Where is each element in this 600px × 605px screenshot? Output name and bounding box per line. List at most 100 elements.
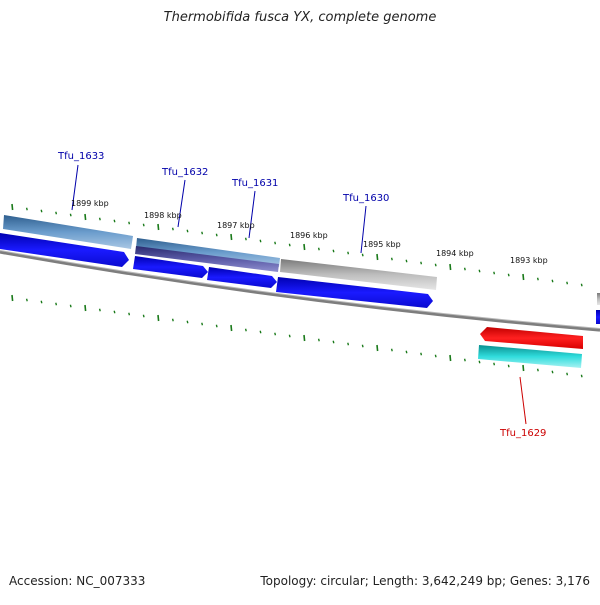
gene-label-tfu1633[interactable]: Tfu_1633 — [57, 151, 104, 162]
minor-tick — [493, 362, 496, 366]
minor-tick — [566, 372, 569, 376]
minor-tick — [478, 360, 481, 364]
minor-tick — [317, 338, 320, 342]
minor-tick — [580, 283, 583, 287]
minor-tick — [215, 233, 218, 237]
minor-tick — [551, 279, 554, 283]
major-tick — [11, 203, 14, 211]
scale-label: 1898 kbp — [144, 211, 182, 220]
minor-tick — [186, 229, 189, 233]
major-tick — [303, 243, 306, 251]
minor-tick — [40, 209, 43, 213]
feature-block-gray-right[interactable] — [597, 293, 600, 305]
cds-arrow-tfu1631[interactable] — [207, 267, 277, 288]
minor-tick — [55, 302, 58, 306]
accession-text: Accession: NC_007333 — [9, 574, 146, 588]
major-tick — [230, 233, 233, 241]
genome-summary-text: Topology: circular; Length: 3,642,249 bp… — [260, 574, 590, 588]
minor-tick — [463, 358, 466, 362]
minor-tick — [128, 312, 131, 316]
minor-tick — [288, 334, 291, 338]
major-tick — [84, 213, 87, 221]
minor-tick — [142, 223, 145, 227]
feature-block-steel[interactable] — [3, 215, 133, 249]
minor-tick — [171, 227, 174, 231]
minor-tick — [551, 370, 554, 374]
major-tick — [157, 223, 160, 231]
minor-tick — [536, 368, 539, 372]
minor-tick — [259, 239, 262, 243]
minor-tick — [113, 219, 116, 223]
minor-tick — [244, 328, 247, 332]
major-tick — [84, 304, 87, 312]
minor-tick — [25, 207, 28, 211]
minor-tick — [113, 310, 116, 314]
minor-tick — [128, 221, 131, 225]
genome-backbone — [0, 250, 600, 332]
minor-tick — [580, 374, 583, 378]
gene-label-tfu1629[interactable]: Tfu_1629 — [499, 428, 546, 439]
scale-label: 1897 kbp — [217, 221, 255, 230]
minor-tick — [332, 249, 335, 253]
minor-tick — [98, 217, 101, 221]
minor-tick — [40, 300, 43, 304]
minor-tick — [347, 342, 350, 346]
major-tick — [449, 263, 452, 271]
minor-tick — [186, 320, 189, 324]
minor-tick — [361, 344, 364, 348]
minor-tick — [390, 348, 393, 352]
cds-arrow-right-edge[interactable] — [596, 310, 600, 324]
minor-tick — [390, 257, 393, 261]
scale-label: 1895 kbp — [363, 240, 401, 249]
cds-arrow-tfu1630[interactable] — [276, 277, 433, 308]
feature-block-cyan[interactable] — [478, 345, 582, 368]
minor-tick — [69, 213, 72, 217]
major-tick — [376, 344, 379, 352]
minor-tick — [463, 267, 466, 271]
minor-tick — [420, 352, 423, 356]
cds-arrow-tfu1633[interactable] — [0, 233, 129, 267]
minor-tick — [566, 281, 569, 285]
feature-block-gray[interactable] — [280, 259, 437, 290]
minor-tick — [201, 231, 204, 235]
minor-tick — [507, 364, 510, 368]
map-title: Thermobifida fusca YX, complete genome — [163, 10, 437, 25]
scale-label: 1896 kbp — [290, 231, 328, 240]
minor-tick — [347, 251, 350, 255]
major-tick — [522, 364, 525, 372]
minor-tick — [98, 308, 101, 312]
minor-tick — [405, 259, 408, 263]
minor-tick — [171, 318, 174, 322]
outer-feature-ring — [3, 215, 600, 305]
major-tick — [303, 334, 306, 342]
cds-arrow-tfu1632[interactable] — [133, 256, 208, 278]
gene-label-tfu1631[interactable]: Tfu_1631 — [231, 178, 278, 189]
gene-labels: Tfu_1633 Tfu_1632 Tfu_1631 Tfu_1630 Tfu_… — [57, 151, 546, 439]
minor-tick — [201, 322, 204, 326]
major-tick — [522, 273, 525, 281]
minor-tick — [405, 350, 408, 354]
scale-labels: 1899 kbp 1898 kbp 1897 kbp 1896 kbp 1895… — [71, 199, 548, 265]
minor-tick — [215, 324, 218, 328]
minor-tick — [274, 332, 277, 336]
minor-tick — [536, 277, 539, 281]
minor-tick — [493, 271, 496, 275]
minor-tick — [434, 263, 437, 267]
minor-tick — [332, 340, 335, 344]
gene-label-tfu1632[interactable]: Tfu_1632 — [161, 167, 208, 178]
gene-label-tfu1630[interactable]: Tfu_1630 — [342, 193, 389, 204]
inner-tick-track — [11, 294, 583, 378]
minor-tick — [361, 253, 364, 257]
forward-cds-track — [0, 233, 600, 324]
feature-block-purple[interactable] — [135, 246, 279, 272]
minor-tick — [317, 247, 320, 251]
minor-tick — [288, 243, 291, 247]
minor-tick — [69, 304, 72, 308]
scale-label: 1899 kbp — [71, 199, 109, 208]
cds-arrow-tfu1629[interactable] — [480, 327, 583, 349]
major-tick — [11, 294, 14, 302]
minor-tick — [274, 241, 277, 245]
scale-label: 1894 kbp — [436, 249, 474, 258]
